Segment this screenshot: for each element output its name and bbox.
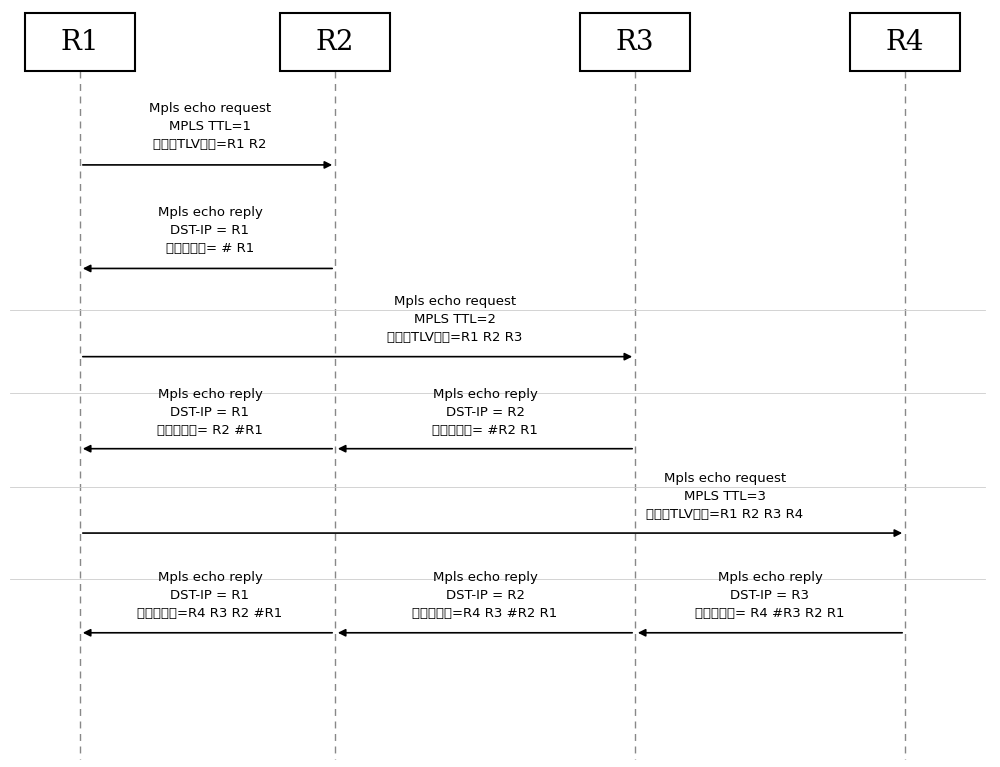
Text: Mpls echo reply
DST-IP = R2
源路由选项=R4 R3 #R2 R1: Mpls echo reply DST-IP = R2 源路由选项=R4 R3 … xyxy=(412,571,558,620)
Text: R4: R4 xyxy=(886,28,924,56)
Text: Mpls echo reply
DST-IP = R1
源路由选项=R4 R3 R2 #R1: Mpls echo reply DST-IP = R1 源路由选项=R4 R3 … xyxy=(137,571,283,620)
Text: Mpls echo reply
DST-IP = R1
源路由选项= R2 #R1: Mpls echo reply DST-IP = R1 源路由选项= R2 #R… xyxy=(157,388,263,437)
Bar xyxy=(280,14,390,71)
Text: Mpls echo reply
DST-IP = R1
源路由选项= # R1: Mpls echo reply DST-IP = R1 源路由选项= # R1 xyxy=(158,206,262,255)
Bar xyxy=(25,14,135,71)
Text: Mpls echo reply
DST-IP = R2
源路由选项= #R2 R1: Mpls echo reply DST-IP = R2 源路由选项= #R2 R… xyxy=(432,388,538,437)
Text: R3: R3 xyxy=(616,28,654,56)
Text: Mpls echo reply
DST-IP = R3
源路由选项= R4 #R3 R2 R1: Mpls echo reply DST-IP = R3 源路由选项= R4 #R… xyxy=(695,571,845,620)
Text: Mpls echo request
MPLS TTL=2
源路由TLV字段=R1 R2 R3: Mpls echo request MPLS TTL=2 源路由TLV字段=R1… xyxy=(387,295,523,344)
Text: R2: R2 xyxy=(316,28,354,56)
Text: R1: R1 xyxy=(61,28,99,56)
Bar xyxy=(850,14,960,71)
Text: Mpls echo request
MPLS TTL=3
源路由TLV字段=R1 R2 R3 R4: Mpls echo request MPLS TTL=3 源路由TLV字段=R1… xyxy=(646,472,804,521)
Text: Mpls echo request
MPLS TTL=1
源路由TLV字段=R1 R2: Mpls echo request MPLS TTL=1 源路由TLV字段=R1… xyxy=(149,102,271,151)
Bar xyxy=(580,14,690,71)
